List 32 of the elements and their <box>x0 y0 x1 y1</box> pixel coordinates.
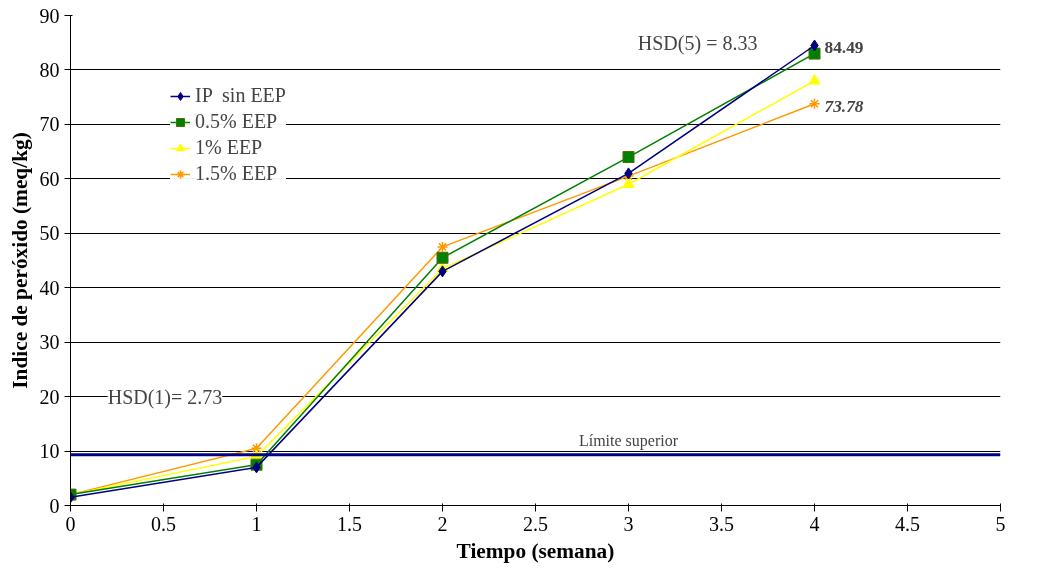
y-tick-label: 0 <box>49 494 60 517</box>
y-tick-label: 60 <box>39 167 60 190</box>
data-label: 73.78 <box>824 96 864 116</box>
y-tick-label: 30 <box>39 331 60 354</box>
annotation: HSD(1)= 2.73 <box>107 385 223 409</box>
ref-line-label: Límite superior <box>578 431 679 450</box>
x-tick-label: 1 <box>251 512 262 535</box>
y-tick-label: 90 <box>39 4 60 27</box>
data-label: 84.49 <box>824 38 864 58</box>
x-tick-label: 3 <box>623 512 634 535</box>
legend-label: 1.5% EEP <box>195 162 278 185</box>
x-tick-label: 1.5 <box>337 512 362 535</box>
x-tick-label: 5 <box>995 512 1006 535</box>
x-tick-label: 4 <box>809 512 820 535</box>
legend-label: 1% EEP <box>195 136 263 159</box>
legend-label: IP sin EEP <box>195 84 286 107</box>
x-tick-label: 3.5 <box>709 512 734 535</box>
y-tick-label: 80 <box>39 58 60 81</box>
x-tick-label: 0.5 <box>151 512 176 535</box>
x-tick-label: 4.5 <box>895 512 920 535</box>
x-axis-title: Tiempo (semana) <box>456 538 615 563</box>
y-tick-label: 50 <box>39 222 60 245</box>
legend-label: 0.5% EEP <box>195 110 278 133</box>
x-tick-label: 2 <box>437 512 448 535</box>
y-tick-label: 40 <box>39 276 60 299</box>
x-tick-label: 0 <box>65 512 76 535</box>
y-axis-title: Indice de peróxido (meq/kg) <box>7 132 32 389</box>
x-tick-label: 2.5 <box>523 512 548 535</box>
y-tick-label: 10 <box>39 440 60 463</box>
y-tick-label: 70 <box>39 113 60 136</box>
y-tick-label: 20 <box>39 385 60 408</box>
annotation: HSD(5) = 8.33 <box>637 31 758 55</box>
